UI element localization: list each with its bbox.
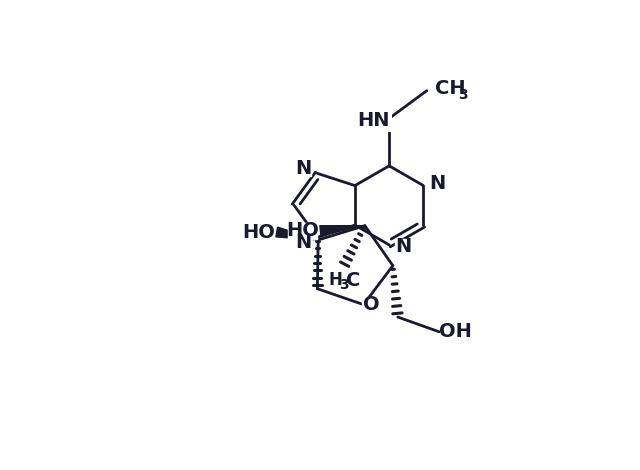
Text: N: N: [395, 237, 411, 256]
Bar: [296, 161, 312, 176]
Text: HO: HO: [243, 222, 275, 242]
Text: H: H: [328, 271, 342, 289]
Text: 3: 3: [339, 278, 349, 292]
Polygon shape: [276, 227, 318, 240]
Bar: [362, 297, 380, 313]
Polygon shape: [320, 226, 365, 235]
Text: HN: HN: [357, 111, 390, 130]
Bar: [244, 224, 274, 240]
Text: O: O: [363, 295, 380, 314]
Text: CH: CH: [435, 79, 465, 98]
Text: N: N: [429, 174, 445, 193]
Bar: [429, 176, 445, 191]
Text: 3: 3: [458, 88, 468, 102]
Bar: [288, 223, 317, 238]
Bar: [441, 324, 469, 340]
Text: OH: OH: [438, 322, 472, 341]
Bar: [326, 269, 364, 285]
Text: HO: HO: [286, 221, 319, 240]
Text: N: N: [296, 233, 312, 252]
Text: C: C: [346, 271, 360, 290]
Text: N: N: [296, 159, 312, 178]
Bar: [296, 235, 312, 250]
Bar: [395, 239, 411, 255]
